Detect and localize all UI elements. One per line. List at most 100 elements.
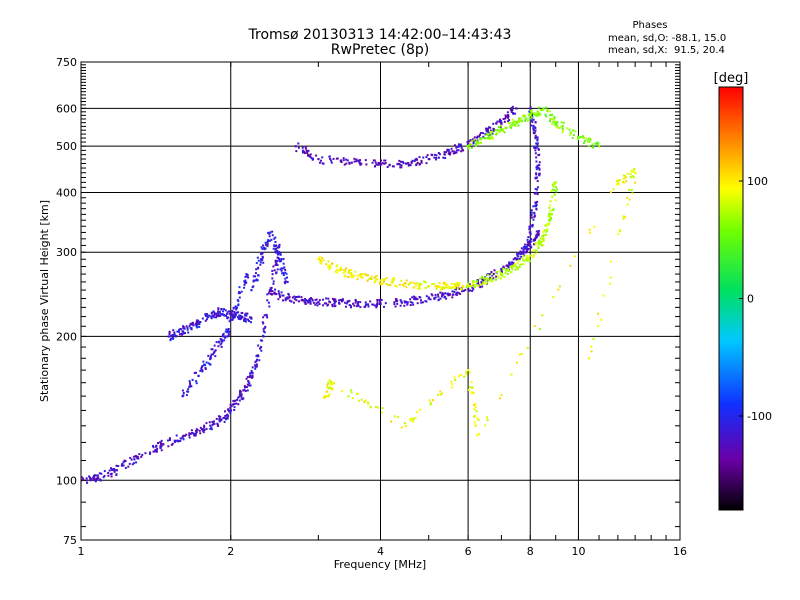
scatter-dot bbox=[406, 303, 409, 306]
scatter-dot bbox=[140, 455, 143, 458]
scatter-dot bbox=[238, 296, 241, 299]
scatter-dot bbox=[437, 156, 440, 159]
scatter-dot bbox=[237, 311, 240, 314]
scatter-dot bbox=[318, 302, 321, 305]
scatter-dot bbox=[444, 157, 447, 160]
scatter-dot bbox=[549, 118, 552, 121]
scatter-dot bbox=[542, 239, 545, 242]
scatter-dot bbox=[544, 224, 547, 227]
scatter-dot bbox=[308, 299, 311, 302]
scatter-dot bbox=[210, 426, 213, 429]
scatter-dot bbox=[182, 330, 185, 333]
scatter-dot bbox=[234, 312, 237, 315]
scatter-dot bbox=[268, 305, 271, 308]
scatter-dot bbox=[534, 121, 537, 124]
scatter-dot bbox=[264, 247, 267, 250]
scatter-dot bbox=[529, 106, 532, 109]
scatter-dot bbox=[535, 166, 538, 169]
scatter-dot bbox=[462, 289, 465, 292]
scatter-dot bbox=[466, 145, 469, 148]
scatter-dot bbox=[536, 164, 539, 167]
scatter-dot bbox=[553, 193, 556, 196]
scatter-dot bbox=[340, 159, 343, 162]
scatter-dot bbox=[248, 316, 251, 319]
scatter-dot bbox=[558, 127, 561, 130]
scatter-dot bbox=[431, 283, 434, 286]
scatter-dot bbox=[599, 318, 602, 321]
scatter-dot bbox=[197, 321, 200, 324]
scatter-dot bbox=[498, 397, 501, 400]
scatter-dot bbox=[136, 457, 139, 460]
scatter-dot bbox=[219, 313, 222, 316]
scatter-dot bbox=[282, 273, 285, 276]
scatter-points bbox=[81, 105, 637, 484]
scatter-dot bbox=[117, 465, 120, 468]
scatter-dot bbox=[524, 115, 527, 118]
scatter-dot bbox=[275, 244, 278, 247]
scatter-dot bbox=[301, 299, 304, 302]
scatter-dot bbox=[207, 354, 210, 357]
scatter-dot bbox=[386, 166, 389, 169]
scatter-dot bbox=[455, 151, 458, 154]
scatter-dot bbox=[264, 325, 267, 328]
data-point bbox=[529, 107, 532, 110]
scatter-dot bbox=[418, 163, 421, 166]
scatter-dot bbox=[393, 415, 396, 418]
scatter-dot bbox=[310, 157, 313, 160]
scatter-dot bbox=[315, 302, 318, 305]
scatter-dot bbox=[411, 417, 414, 420]
scatter-dot bbox=[591, 143, 594, 146]
scatter-dot bbox=[622, 181, 625, 184]
scatter-dot bbox=[534, 205, 537, 208]
scatter-dot bbox=[499, 277, 502, 280]
scatter-dot bbox=[156, 442, 159, 445]
data-point bbox=[404, 301, 408, 304]
scatter-dot bbox=[520, 255, 523, 258]
scatter-dot bbox=[583, 139, 586, 142]
scatter-dot bbox=[195, 431, 198, 434]
data-point bbox=[218, 310, 221, 314]
scatter-dot bbox=[238, 399, 241, 402]
scatter-dot bbox=[486, 133, 489, 136]
scatter-dot bbox=[195, 380, 198, 383]
scatter-dot bbox=[470, 381, 473, 384]
scatter-dot bbox=[198, 429, 201, 432]
scatter-dot bbox=[251, 371, 254, 374]
scatter-dot bbox=[236, 316, 239, 319]
scatter-dot bbox=[244, 275, 247, 278]
scatter-dot bbox=[551, 113, 554, 116]
scatter-dot bbox=[273, 291, 276, 294]
scatter-dot bbox=[367, 303, 370, 306]
scatter-dot bbox=[531, 121, 534, 124]
scatter-dot bbox=[199, 426, 202, 429]
scatter-dot bbox=[473, 415, 476, 418]
scatter-dot bbox=[534, 192, 537, 195]
scatter-dot bbox=[254, 367, 257, 370]
scatter-dot bbox=[201, 428, 204, 431]
scatter-dot bbox=[626, 172, 629, 175]
stats-title: Phases bbox=[632, 20, 668, 31]
scatter-dot bbox=[516, 120, 519, 123]
data-point bbox=[250, 317, 253, 320]
scatter-dot bbox=[552, 118, 555, 121]
scatter-dot bbox=[533, 215, 536, 218]
scatter-dot bbox=[518, 353, 521, 356]
scatter-dot bbox=[266, 243, 269, 246]
scatter-dot bbox=[338, 302, 341, 305]
scatter-dot bbox=[231, 318, 234, 321]
scatter-dot bbox=[212, 422, 215, 425]
scatter-dot bbox=[549, 209, 552, 212]
scatter-dot bbox=[187, 388, 190, 391]
scatter-dot bbox=[499, 118, 502, 121]
scatter-dot bbox=[372, 303, 375, 306]
scatter-dot bbox=[527, 256, 530, 259]
scatter-dot bbox=[134, 454, 137, 457]
scatter-dot bbox=[490, 132, 493, 135]
scatter-dot bbox=[366, 401, 369, 404]
scatter-dot bbox=[625, 180, 628, 183]
scatter-dot bbox=[337, 299, 340, 302]
scatter-dot bbox=[259, 347, 262, 350]
scatter-dot bbox=[532, 218, 535, 221]
scatter-dot bbox=[468, 371, 471, 374]
scatter-dot bbox=[354, 299, 357, 302]
